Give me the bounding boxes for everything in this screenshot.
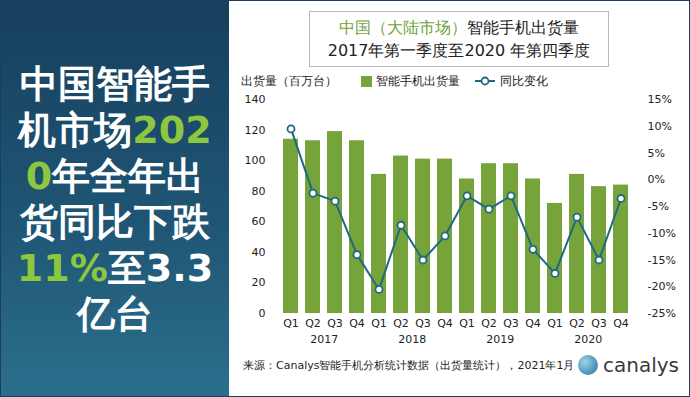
svg-text:2019: 2019 [486, 333, 514, 346]
html-text:中国（大陆市场）智能手机出货量: 中国（大陆市场）智能手机出货量 [339, 18, 579, 37]
svg-text:2018: 2018 [398, 333, 426, 346]
svg-text:Q4: Q4 [349, 317, 365, 330]
html-text:智能手机出货量: 智能手机出货量 [376, 73, 460, 88]
svg-text:140: 140 [245, 93, 266, 106]
html-text:canalys: canalys [603, 353, 679, 377]
svg-text:Q1: Q1 [371, 317, 387, 330]
svg-text:10%: 10% [648, 120, 672, 133]
svg-text:60: 60 [252, 215, 266, 228]
html-text:来源：Canalys智能手机分析统计数据（出货量统计），20: 来源：Canalys智能手机分析统计数据（出货量统计），2021年1月 [243, 358, 575, 372]
svg-text:Q2: Q2 [481, 317, 497, 330]
svg-text:Q1: Q1 [547, 317, 563, 330]
svg-text:-5%: -5% [648, 200, 669, 213]
html-text:2017年第一季度至2020 年第四季度: 2017年第一季度至2020 年第四季度 [327, 41, 591, 60]
html-text:11%至3.3亿台: 11%至3.3亿台 [16, 245, 214, 336]
svg-text:Q4: Q4 [525, 317, 541, 330]
svg-text:0: 0 [259, 307, 266, 320]
svg-text:15%: 15% [648, 93, 672, 106]
svg-text:Q1: Q1 [459, 317, 475, 330]
svg-text:Q1: Q1 [283, 317, 299, 330]
svg-text:Q4: Q4 [437, 317, 453, 330]
svg-text:2017: 2017 [310, 333, 338, 346]
svg-text:40: 40 [252, 246, 266, 259]
svg-text:Q3: Q3 [503, 317, 519, 330]
svg-text:-25%: -25% [648, 307, 676, 320]
svg-text:Q2: Q2 [569, 317, 585, 330]
html-text:中国智能手机市场2020年全年出货同比下跌: 中国智能手机市场2020年全年出货同比下跌 [18, 61, 212, 244]
html-text:同比变化: 同比变化 [500, 73, 548, 88]
svg-text:Q2: Q2 [305, 317, 321, 330]
svg-text:20: 20 [252, 276, 266, 289]
svg-text:Q2: Q2 [393, 317, 409, 330]
svg-text:-10%: -10% [648, 227, 676, 240]
svg-text:2020: 2020 [574, 333, 602, 346]
svg-text:-15%: -15% [648, 254, 676, 267]
svg-text:Q3: Q3 [415, 317, 431, 330]
svg-text:5%: 5% [648, 147, 665, 160]
svg-text:80: 80 [252, 185, 266, 198]
svg-text:120: 120 [245, 124, 266, 137]
svg-text:Q3: Q3 [591, 317, 607, 330]
svg-text:Q3: Q3 [327, 317, 343, 330]
html-text:出货量（百万台）: 出货量（百万台） [241, 73, 337, 88]
svg-text:-20%: -20% [648, 280, 676, 293]
svg-text:100: 100 [245, 154, 266, 167]
svg-text:0%: 0% [648, 173, 665, 186]
svg-text:Q4: Q4 [613, 317, 629, 330]
